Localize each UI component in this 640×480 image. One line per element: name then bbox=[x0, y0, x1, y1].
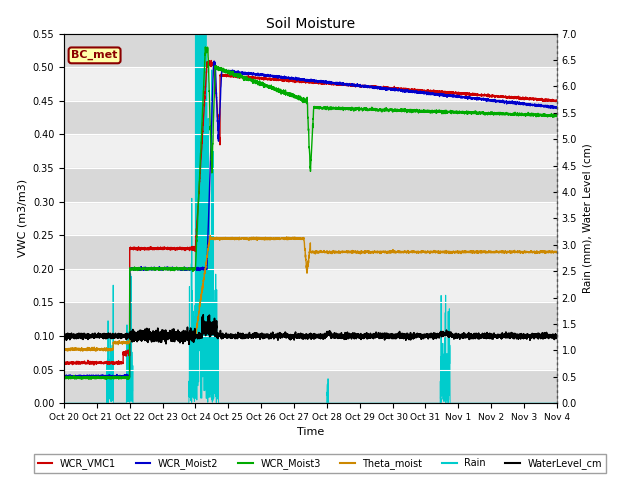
Text: BC_met: BC_met bbox=[72, 50, 118, 60]
Bar bbox=[64, 34, 557, 67]
Title: Soil Moisture: Soil Moisture bbox=[266, 17, 355, 31]
Bar bbox=[64, 370, 557, 403]
X-axis label: Time: Time bbox=[297, 428, 324, 437]
Bar bbox=[64, 101, 557, 134]
Y-axis label: VWC (m3/m3): VWC (m3/m3) bbox=[17, 180, 27, 257]
Legend: WCR_VMC1, WCR_Moist2, WCR_Moist3, Theta_moist, Rain, WaterLevel_cm: WCR_VMC1, WCR_Moist2, WCR_Moist3, Theta_… bbox=[34, 454, 606, 473]
Bar bbox=[64, 168, 557, 202]
Bar bbox=[64, 235, 557, 269]
Bar bbox=[64, 302, 557, 336]
Y-axis label: Rain (mm), Water Level (cm): Rain (mm), Water Level (cm) bbox=[582, 144, 593, 293]
